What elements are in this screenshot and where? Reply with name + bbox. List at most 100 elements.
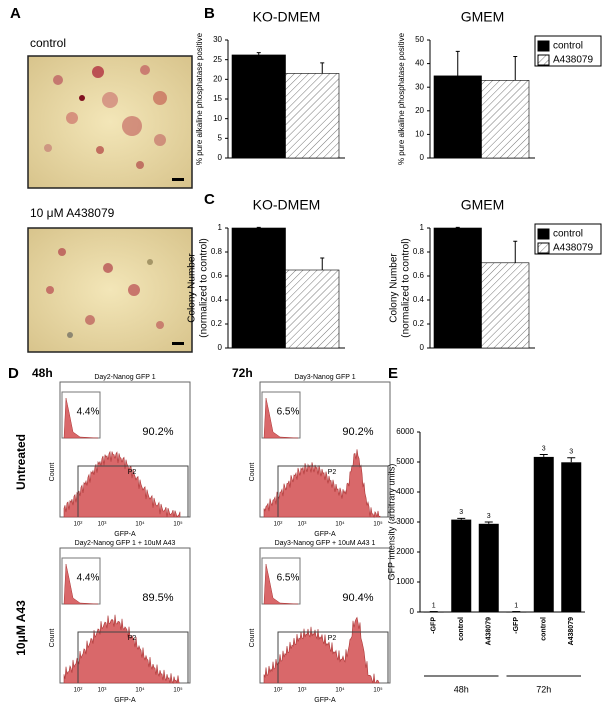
y-tick-label: 0.4 <box>211 295 223 304</box>
x-tick-label: -GFP <box>513 617 520 634</box>
x-axis-label: GFP-A <box>314 531 336 538</box>
y-tick-label: 0.6 <box>413 271 425 280</box>
error-bar <box>320 62 325 74</box>
chart-title: KO-DMEM <box>253 9 321 25</box>
panel-label: C <box>204 191 215 208</box>
inset-shape <box>263 397 299 439</box>
y-axis-label: Count <box>249 463 256 482</box>
y-axis-label: % pure alkaline phosphatase positive <box>195 32 204 165</box>
bar <box>285 73 340 159</box>
sample-size: 3 <box>459 509 463 516</box>
y-tick-label: 50 <box>415 35 424 44</box>
gate-percent: 90.4% <box>342 592 373 604</box>
x-axis-label: GFP-A <box>114 697 136 704</box>
inset-percent: 4.4% <box>77 573 100 584</box>
x-tick-label: 10⁴ <box>135 687 145 694</box>
bar <box>231 54 286 159</box>
legend-label: control <box>553 229 583 240</box>
x-tick-label: 10⁴ <box>135 521 145 528</box>
legend-frame <box>534 35 602 67</box>
bar <box>478 523 499 612</box>
legend-label: A438079 <box>553 243 593 254</box>
y-tick-label: 25 <box>213 55 222 64</box>
micrograph <box>27 227 193 353</box>
y-tick-label: 20 <box>415 106 424 115</box>
x-tick-label: 10³ <box>298 522 307 528</box>
y-axis-label: (normalized to control) <box>401 238 412 337</box>
gate-percent: 89.5% <box>142 592 173 604</box>
y-tick-label: 15 <box>213 94 222 103</box>
x-tick-label: 10² <box>274 688 283 694</box>
time-label: 72h <box>232 366 253 380</box>
sample-size: 1 <box>432 602 436 609</box>
legend-swatch <box>537 242 550 254</box>
gate-label: P2 <box>128 635 137 642</box>
y-tick-label: 40 <box>415 59 424 68</box>
y-axis-label: (normalized to control) <box>199 238 210 337</box>
y-tick-label: 3000 <box>396 517 414 526</box>
legend-label: A438079 <box>553 55 593 66</box>
bar <box>533 456 554 612</box>
x-tick-label: 10⁴ <box>335 521 345 528</box>
group-label: 48h <box>454 684 469 694</box>
x-tick-label: control <box>458 617 465 641</box>
gate-label: P2 <box>328 469 337 476</box>
gate <box>77 465 189 517</box>
y-tick-label: 20 <box>213 74 222 83</box>
bar <box>231 227 286 349</box>
x-tick-label: 10⁵ <box>173 687 183 694</box>
x-axis-label: GFP-A <box>114 531 136 538</box>
plot-title: Day3-Nanog GFP 1 <box>294 374 355 381</box>
panel-label: E <box>388 365 398 382</box>
error-bar <box>256 52 261 55</box>
y-tick-label: 2000 <box>396 547 414 556</box>
y-axis-label: Count <box>49 629 56 648</box>
y-tick-label: 30 <box>213 35 222 44</box>
y-tick-label: 0.8 <box>413 247 425 256</box>
inset-shape <box>63 563 99 605</box>
x-tick-label: 10³ <box>98 688 107 694</box>
x-tick-label: 10⁵ <box>373 521 383 528</box>
bar <box>285 269 340 349</box>
error-bar <box>484 521 493 524</box>
panel-label: D <box>8 365 19 382</box>
x-tick-label: 10³ <box>98 522 107 528</box>
x-tick-label: control <box>541 617 548 641</box>
y-tick-label: 0 <box>218 153 223 162</box>
y-axis-label: Colony Number <box>389 253 400 323</box>
row-label: 10μM A43 <box>14 600 28 656</box>
x-tick-label: 10² <box>74 688 83 694</box>
y-axis-label: Count <box>249 629 256 648</box>
histogram-shape <box>263 616 381 684</box>
y-tick-label: 0.2 <box>413 319 425 328</box>
inset-percent: 6.5% <box>277 407 300 418</box>
y-tick-label: 5 <box>218 133 223 142</box>
x-tick-label: -GFP <box>431 617 438 634</box>
sample-size: 3 <box>487 513 491 520</box>
y-axis-label: Colony Number <box>187 253 198 323</box>
row-label: Untreated <box>14 434 28 490</box>
y-tick-label: 0.2 <box>211 319 223 328</box>
error-bar <box>256 226 261 228</box>
chart-title: KO-DMEM <box>253 197 321 213</box>
x-tick-label: 10² <box>74 522 83 528</box>
y-axis-label: % pure alkaline phosphatase positive <box>397 32 406 165</box>
legend-frame <box>534 223 602 255</box>
y-tick-label: 0 <box>420 153 425 162</box>
gate-label: P2 <box>128 469 137 476</box>
x-tick-label: 10⁵ <box>373 687 383 694</box>
gate <box>277 465 389 517</box>
error-bar <box>539 454 548 457</box>
gate <box>277 631 389 683</box>
error-bar <box>513 56 518 81</box>
micrograph <box>27 55 193 189</box>
panel-label: A <box>10 5 21 22</box>
y-tick-label: 0.8 <box>211 247 223 256</box>
y-tick-label: 1000 <box>396 577 414 586</box>
legend-swatch <box>537 40 550 52</box>
plot-title: Day2-Nanog GFP 1 <box>94 374 155 381</box>
legend-label: control <box>553 41 583 52</box>
sample-size: 3 <box>542 445 546 452</box>
bar <box>481 80 530 159</box>
